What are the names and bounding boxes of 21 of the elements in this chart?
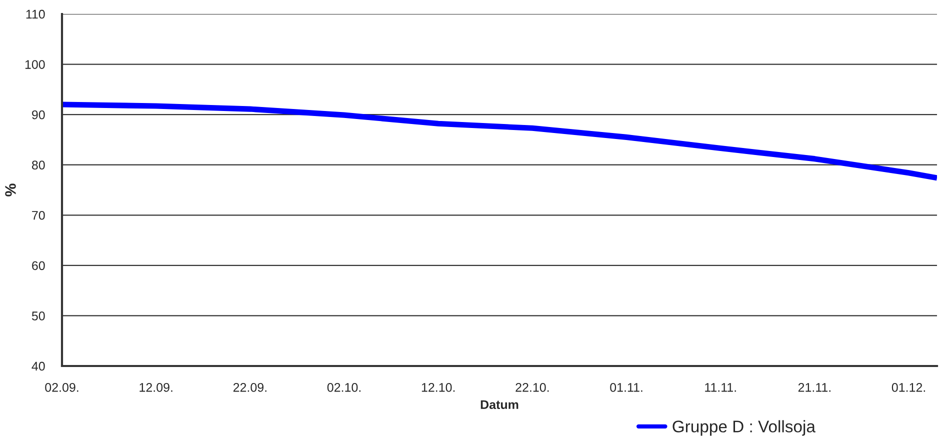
y-tick-label: 110	[26, 10, 45, 19]
x-tick-label: 11.11.	[705, 383, 736, 392]
y-tick-label: 100	[25, 60, 45, 69]
x-tick-label: 21.11.	[798, 382, 830, 392]
x-tick-label: 22.10.	[516, 382, 549, 392]
y-tick-label: 50	[32, 312, 45, 320]
x-tick-label: 02.10.	[327, 382, 360, 392]
y-tick-label: 80	[32, 160, 45, 170]
y-tick-label: 60	[32, 261, 45, 270]
x-tick-label: 02.09.	[45, 382, 78, 392]
x-tick-label: 22.09.	[233, 382, 266, 392]
legend-label: Gruppe D : Vollsoja	[672, 420, 816, 436]
x-tick-label: 12.10.	[422, 382, 455, 392]
x-tick-label: 01.12.	[892, 382, 926, 392]
y-tick-label: 90	[32, 110, 45, 120]
y-tick-label: 40	[32, 362, 45, 371]
y-axis-title: %	[5, 184, 16, 196]
x-tick-label: 01.11.	[610, 382, 642, 392]
y-tick-label: 70	[32, 210, 45, 220]
x-tick-label: 12.09.	[140, 382, 172, 392]
x-axis-title: Datum	[480, 400, 518, 410]
